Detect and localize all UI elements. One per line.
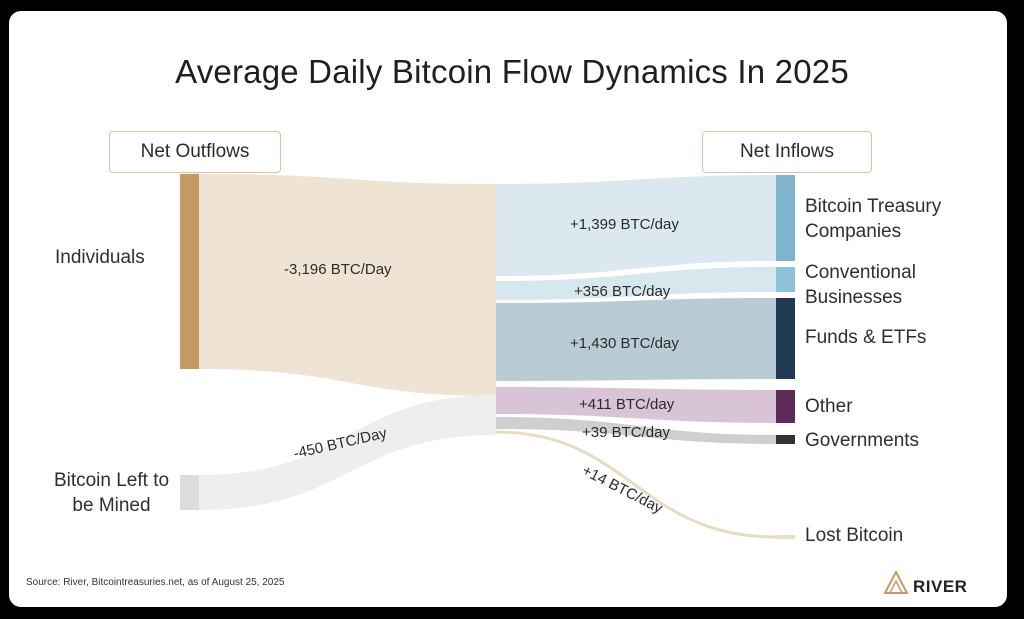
flow-label-treasury: +1,399 BTC/day: [570, 216, 679, 233]
source-label-mined-text: Bitcoin Left to be Mined: [53, 470, 170, 516]
target-label-other: Other: [805, 396, 853, 417]
brand-name: RIVER: [913, 577, 968, 596]
target-label-funds: Funds & ETFs: [805, 327, 927, 348]
target-label-lost: Lost Bitcoin: [805, 525, 904, 546]
flow-other: [496, 387, 776, 423]
target-label-treasury: Bitcoin Treasury Companies: [805, 194, 985, 244]
target-bar-lost: [776, 535, 795, 539]
target-bar-funds: [776, 298, 795, 379]
flow-governments: [496, 417, 776, 444]
flow-label-conventional: +356 BTC/day: [574, 283, 671, 300]
chart-card: Average Daily Bitcoin Flow Dynamics In 2…: [9, 11, 1007, 607]
source-label-individuals: Individuals: [55, 247, 145, 268]
target-label-governments: Governments: [805, 430, 920, 451]
target-bar-governments: [776, 435, 795, 444]
chart-title: Average Daily Bitcoin Flow Dynamics In 2…: [175, 53, 849, 90]
river-logo-icon: [883, 569, 909, 594]
target-label-conventional: Conventional Businesses: [805, 260, 955, 310]
source-bar-individuals: [180, 174, 199, 369]
flow-individuals: [199, 174, 496, 396]
footer-source: Source: River, Bitcointreasuries.net, as…: [26, 577, 285, 588]
flow-label-other: +411 BTC/day: [579, 396, 675, 413]
target-bar-other: [776, 390, 795, 423]
flow-treasury: [496, 175, 776, 276]
flow-label-funds: +1,430 BTC/day: [570, 335, 679, 352]
target-label-treasury-text: Bitcoin Treasury Companies: [805, 196, 942, 242]
sankey-diagram: [180, 174, 909, 594]
header-net-inflows: Net Inflows: [702, 131, 872, 173]
flow-label-individuals: -3,196 BTC/Day: [284, 261, 392, 278]
flow-conventional: [496, 267, 776, 300]
source-label-mined: Bitcoin Left to be Mined: [49, 468, 174, 518]
flow-lost: [495, 430, 777, 539]
target-bar-conventional: [776, 267, 795, 292]
target-label-conventional-text: Conventional Businesses: [805, 262, 916, 308]
source-bar-mined: [180, 475, 199, 510]
flow-label-governments: +39 BTC/day: [582, 424, 670, 441]
target-bar-treasury: [776, 175, 795, 261]
flow-mined: [199, 395, 496, 510]
header-net-outflows: Net Outflows: [109, 131, 281, 173]
flow-funds: [496, 298, 776, 381]
